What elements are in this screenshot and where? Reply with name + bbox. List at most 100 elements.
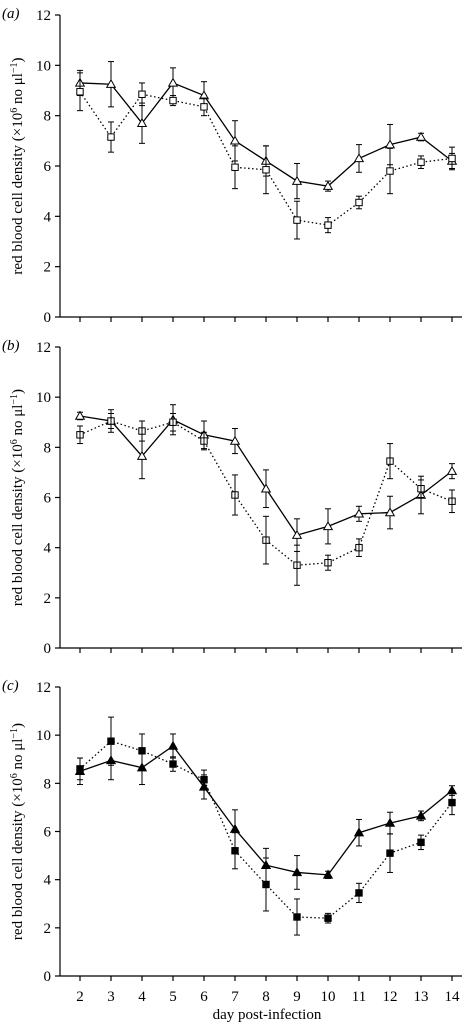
data-point-square bbox=[107, 737, 115, 745]
y-tick-label: 0 bbox=[44, 641, 52, 657]
x-tick-label: 9 bbox=[293, 989, 301, 1005]
data-point-square bbox=[231, 163, 239, 171]
y-tick-label: 8 bbox=[44, 776, 52, 792]
data-point-triangle bbox=[322, 869, 334, 879]
x-tick-label: 8 bbox=[262, 989, 270, 1005]
x-tick-label: 11 bbox=[352, 989, 366, 1005]
y-tick-label: 8 bbox=[44, 109, 52, 125]
data-point-triangle bbox=[353, 153, 365, 163]
data-point-square bbox=[355, 198, 363, 207]
y-axis-label-superscript: −1 bbox=[9, 728, 20, 739]
y-axis-label-superscript: 6 bbox=[9, 773, 20, 778]
data-point-triangle bbox=[384, 817, 396, 827]
data-point-triangle bbox=[415, 810, 427, 820]
x-tick-label: 7 bbox=[231, 989, 239, 1005]
y-tick-label: 6 bbox=[44, 159, 52, 175]
data-point-triangle bbox=[136, 450, 148, 460]
data-series bbox=[77, 412, 455, 586]
y-axis-label-part: red blood cell density (×10 bbox=[10, 444, 26, 606]
data-point-square bbox=[169, 760, 177, 768]
data-point-triangle bbox=[384, 139, 396, 149]
x-tick-label: 3 bbox=[107, 989, 115, 1005]
y-tick-label: 2 bbox=[44, 921, 52, 937]
y-axis-label: red blood cell density (×106 no μl−1) bbox=[9, 389, 27, 606]
y-tick-label: 0 bbox=[44, 969, 52, 985]
data-point-square bbox=[262, 880, 270, 889]
y-axis-label: red blood cell density (×106 no μl−1) bbox=[9, 723, 27, 940]
data-point-triangle bbox=[260, 483, 272, 493]
data-point-triangle bbox=[353, 508, 365, 518]
y-tick-label: 6 bbox=[44, 825, 52, 841]
data-point-triangle bbox=[291, 867, 303, 877]
panel-label: (c) bbox=[2, 678, 19, 694]
x-tick-label: 14 bbox=[445, 989, 461, 1005]
y-tick-label: 6 bbox=[44, 491, 52, 507]
data-point-square bbox=[448, 798, 456, 807]
x-tick-label: 5 bbox=[169, 989, 177, 1005]
data-point-triangle bbox=[384, 507, 396, 517]
data-point-square bbox=[231, 847, 239, 855]
data-point-square bbox=[107, 133, 115, 141]
y-axis-label-part: no μl bbox=[10, 405, 26, 440]
data-point-square bbox=[76, 88, 84, 96]
data-point-triangle bbox=[167, 740, 179, 750]
y-axis-label-part: no μl bbox=[10, 73, 26, 108]
data-point-triangle bbox=[229, 135, 241, 145]
data-point-square bbox=[386, 849, 394, 857]
data-series bbox=[76, 716, 456, 936]
data-point-square bbox=[324, 221, 332, 229]
y-tick-label: 4 bbox=[44, 209, 52, 225]
data-point-triangle bbox=[291, 529, 303, 539]
data-point-triangle bbox=[322, 521, 334, 531]
chart-panel: 0 2 4 6 8 10 12 2 3 4 5 6 7 8 9 10 11 12 13 14 (c) red blood … bbox=[2, 678, 462, 1005]
y-axis-label-superscript: −1 bbox=[9, 394, 20, 405]
y-tick-label: 0 bbox=[44, 310, 52, 326]
y-axis-label-part: ) bbox=[10, 723, 26, 728]
data-point-square bbox=[293, 216, 301, 224]
data-point-square bbox=[169, 96, 177, 105]
y-tick-label: 12 bbox=[36, 340, 51, 356]
panel-label: (b) bbox=[2, 338, 20, 354]
data-point-square bbox=[417, 838, 425, 847]
y-axis-label: red blood cell density (×106 no μl−1) bbox=[9, 57, 27, 274]
data-series bbox=[76, 72, 456, 240]
data-point-triangle bbox=[353, 827, 365, 837]
data-point-square bbox=[355, 889, 363, 897]
y-axis-label-superscript: 6 bbox=[9, 439, 20, 444]
y-axis-label-part: ) bbox=[10, 57, 26, 62]
panel-label: (a) bbox=[2, 6, 20, 22]
data-point-square bbox=[200, 103, 208, 111]
x-tick-label: 10 bbox=[321, 989, 336, 1005]
data-point-square bbox=[324, 914, 332, 922]
y-axis-label-part: red blood cell density (×10 bbox=[10, 778, 26, 940]
y-axis-label-part: no μl bbox=[10, 739, 26, 774]
y-tick-label: 4 bbox=[44, 873, 52, 889]
data-point-triangle bbox=[74, 410, 86, 420]
y-tick-label: 2 bbox=[44, 591, 52, 607]
y-tick-label: 2 bbox=[44, 260, 52, 276]
x-axis-label: day post-infection bbox=[213, 1007, 322, 1023]
y-tick-label: 10 bbox=[36, 58, 51, 74]
y-tick-label: 4 bbox=[44, 541, 52, 557]
data-point-square bbox=[262, 166, 270, 174]
y-axis-label-part: red blood cell density (×10 bbox=[10, 113, 26, 275]
y-tick-label: 10 bbox=[36, 390, 51, 406]
data-point-triangle bbox=[229, 435, 241, 445]
x-tick-label: 2 bbox=[76, 989, 84, 1005]
x-tick-label: 12 bbox=[383, 989, 398, 1005]
y-axis-label-part: ) bbox=[10, 389, 26, 394]
data-point-square bbox=[417, 158, 425, 166]
data-point-square bbox=[76, 765, 84, 773]
y-tick-label: 8 bbox=[44, 440, 52, 456]
data-point-square bbox=[200, 776, 208, 784]
data-point-triangle bbox=[136, 117, 148, 127]
y-axis-label-superscript: 6 bbox=[9, 108, 20, 113]
y-axis-label-superscript: −1 bbox=[9, 62, 20, 73]
y-tick-label: 12 bbox=[36, 8, 51, 24]
data-point-triangle bbox=[415, 131, 427, 141]
data-point-square bbox=[138, 90, 146, 98]
